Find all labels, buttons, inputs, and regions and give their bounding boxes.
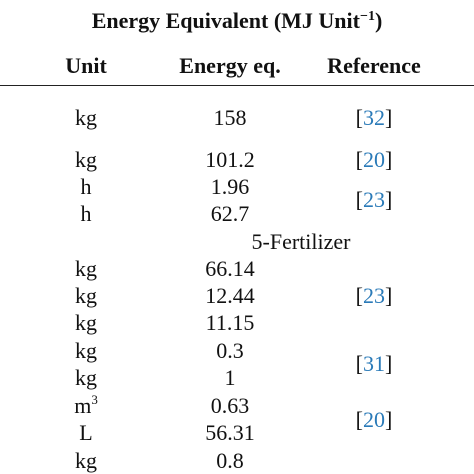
column-header-energy: Energy eq. — [179, 53, 281, 78]
table-cell-energy: 56.31 — [205, 420, 255, 445]
table-cell-energy: 11.15 — [205, 310, 255, 335]
reference-citation[interactable]: [32] — [356, 107, 393, 129]
table-cell-unit: kg — [75, 147, 97, 172]
table-cell-unit: h — [80, 201, 92, 226]
reference-citation[interactable]: [31] — [356, 353, 393, 375]
table-cell-energy: 101.2 — [205, 147, 255, 172]
citation-bracket-close: ] — [385, 407, 393, 432]
group-header-exponent: −1 — [359, 9, 375, 24]
citation-bracket-open: [ — [355, 351, 363, 376]
group-header-text: Energy Equivalent (MJ Unit — [91, 8, 360, 33]
citation-bracket-close: ] — [385, 283, 393, 308]
citation-link[interactable]: 23 — [363, 283, 385, 308]
reference-citation[interactable]: [20] — [356, 149, 393, 171]
table-cell-unit: kg — [75, 338, 97, 363]
citation-bracket-open: [ — [355, 283, 363, 308]
table-cell-energy: 0.3 — [216, 338, 244, 363]
table-cell-unit: kg — [75, 105, 97, 130]
citation-bracket-open: [ — [355, 407, 363, 432]
table-cell-unit: h — [80, 174, 92, 199]
table-cell-unit: m3 — [74, 392, 98, 418]
table-cell-unit: kg — [75, 365, 97, 390]
table-cell-unit: kg — [75, 310, 97, 335]
table-cell-energy: 62.7 — [210, 201, 250, 226]
column-header-reference: Reference — [327, 53, 421, 78]
citation-bracket-open: [ — [355, 105, 363, 130]
reference-citation[interactable]: [23] — [356, 285, 393, 307]
citation-link[interactable]: 31 — [363, 351, 385, 376]
table-cell-energy: 0.8 — [216, 448, 244, 473]
citation-link[interactable]: 20 — [363, 407, 385, 432]
table-cell-energy: 1.96 — [210, 174, 250, 199]
column-header-unit: Unit — [65, 53, 107, 78]
citation-link[interactable]: 23 — [363, 187, 385, 212]
reference-citation[interactable]: [20] — [356, 409, 393, 431]
table-cell-unit: L — [79, 420, 93, 445]
table-cell-energy: 0.63 — [210, 393, 250, 418]
citation-bracket-open: [ — [355, 147, 363, 172]
table-cell-unit: kg — [75, 256, 97, 281]
citation-bracket-close: ] — [385, 105, 393, 130]
table-cell-energy: 66.14 — [205, 256, 255, 281]
reference-citation[interactable]: [23] — [356, 189, 393, 211]
table-group-header: Energy Equivalent (MJ Unit−1) — [0, 8, 474, 34]
citation-link[interactable]: 32 — [363, 105, 385, 130]
table-cell-energy: 12.44 — [205, 283, 255, 308]
group-header-close: ) — [374, 8, 383, 33]
section-label: 5-Fertilizer — [251, 229, 351, 254]
table-cell-energy: 158 — [213, 105, 247, 130]
citation-bracket-close: ] — [385, 351, 393, 376]
citation-bracket-close: ] — [385, 147, 393, 172]
citation-bracket-open: [ — [355, 187, 363, 212]
citation-link[interactable]: 20 — [363, 147, 385, 172]
unit-exponent: 3 — [91, 392, 98, 407]
header-rule — [0, 85, 474, 86]
citation-bracket-close: ] — [385, 187, 393, 212]
unit-base: m — [74, 393, 92, 418]
table-cell-unit: kg — [75, 448, 97, 473]
table-cell-unit: kg — [75, 283, 97, 308]
table-cell-energy: 1 — [224, 365, 236, 390]
